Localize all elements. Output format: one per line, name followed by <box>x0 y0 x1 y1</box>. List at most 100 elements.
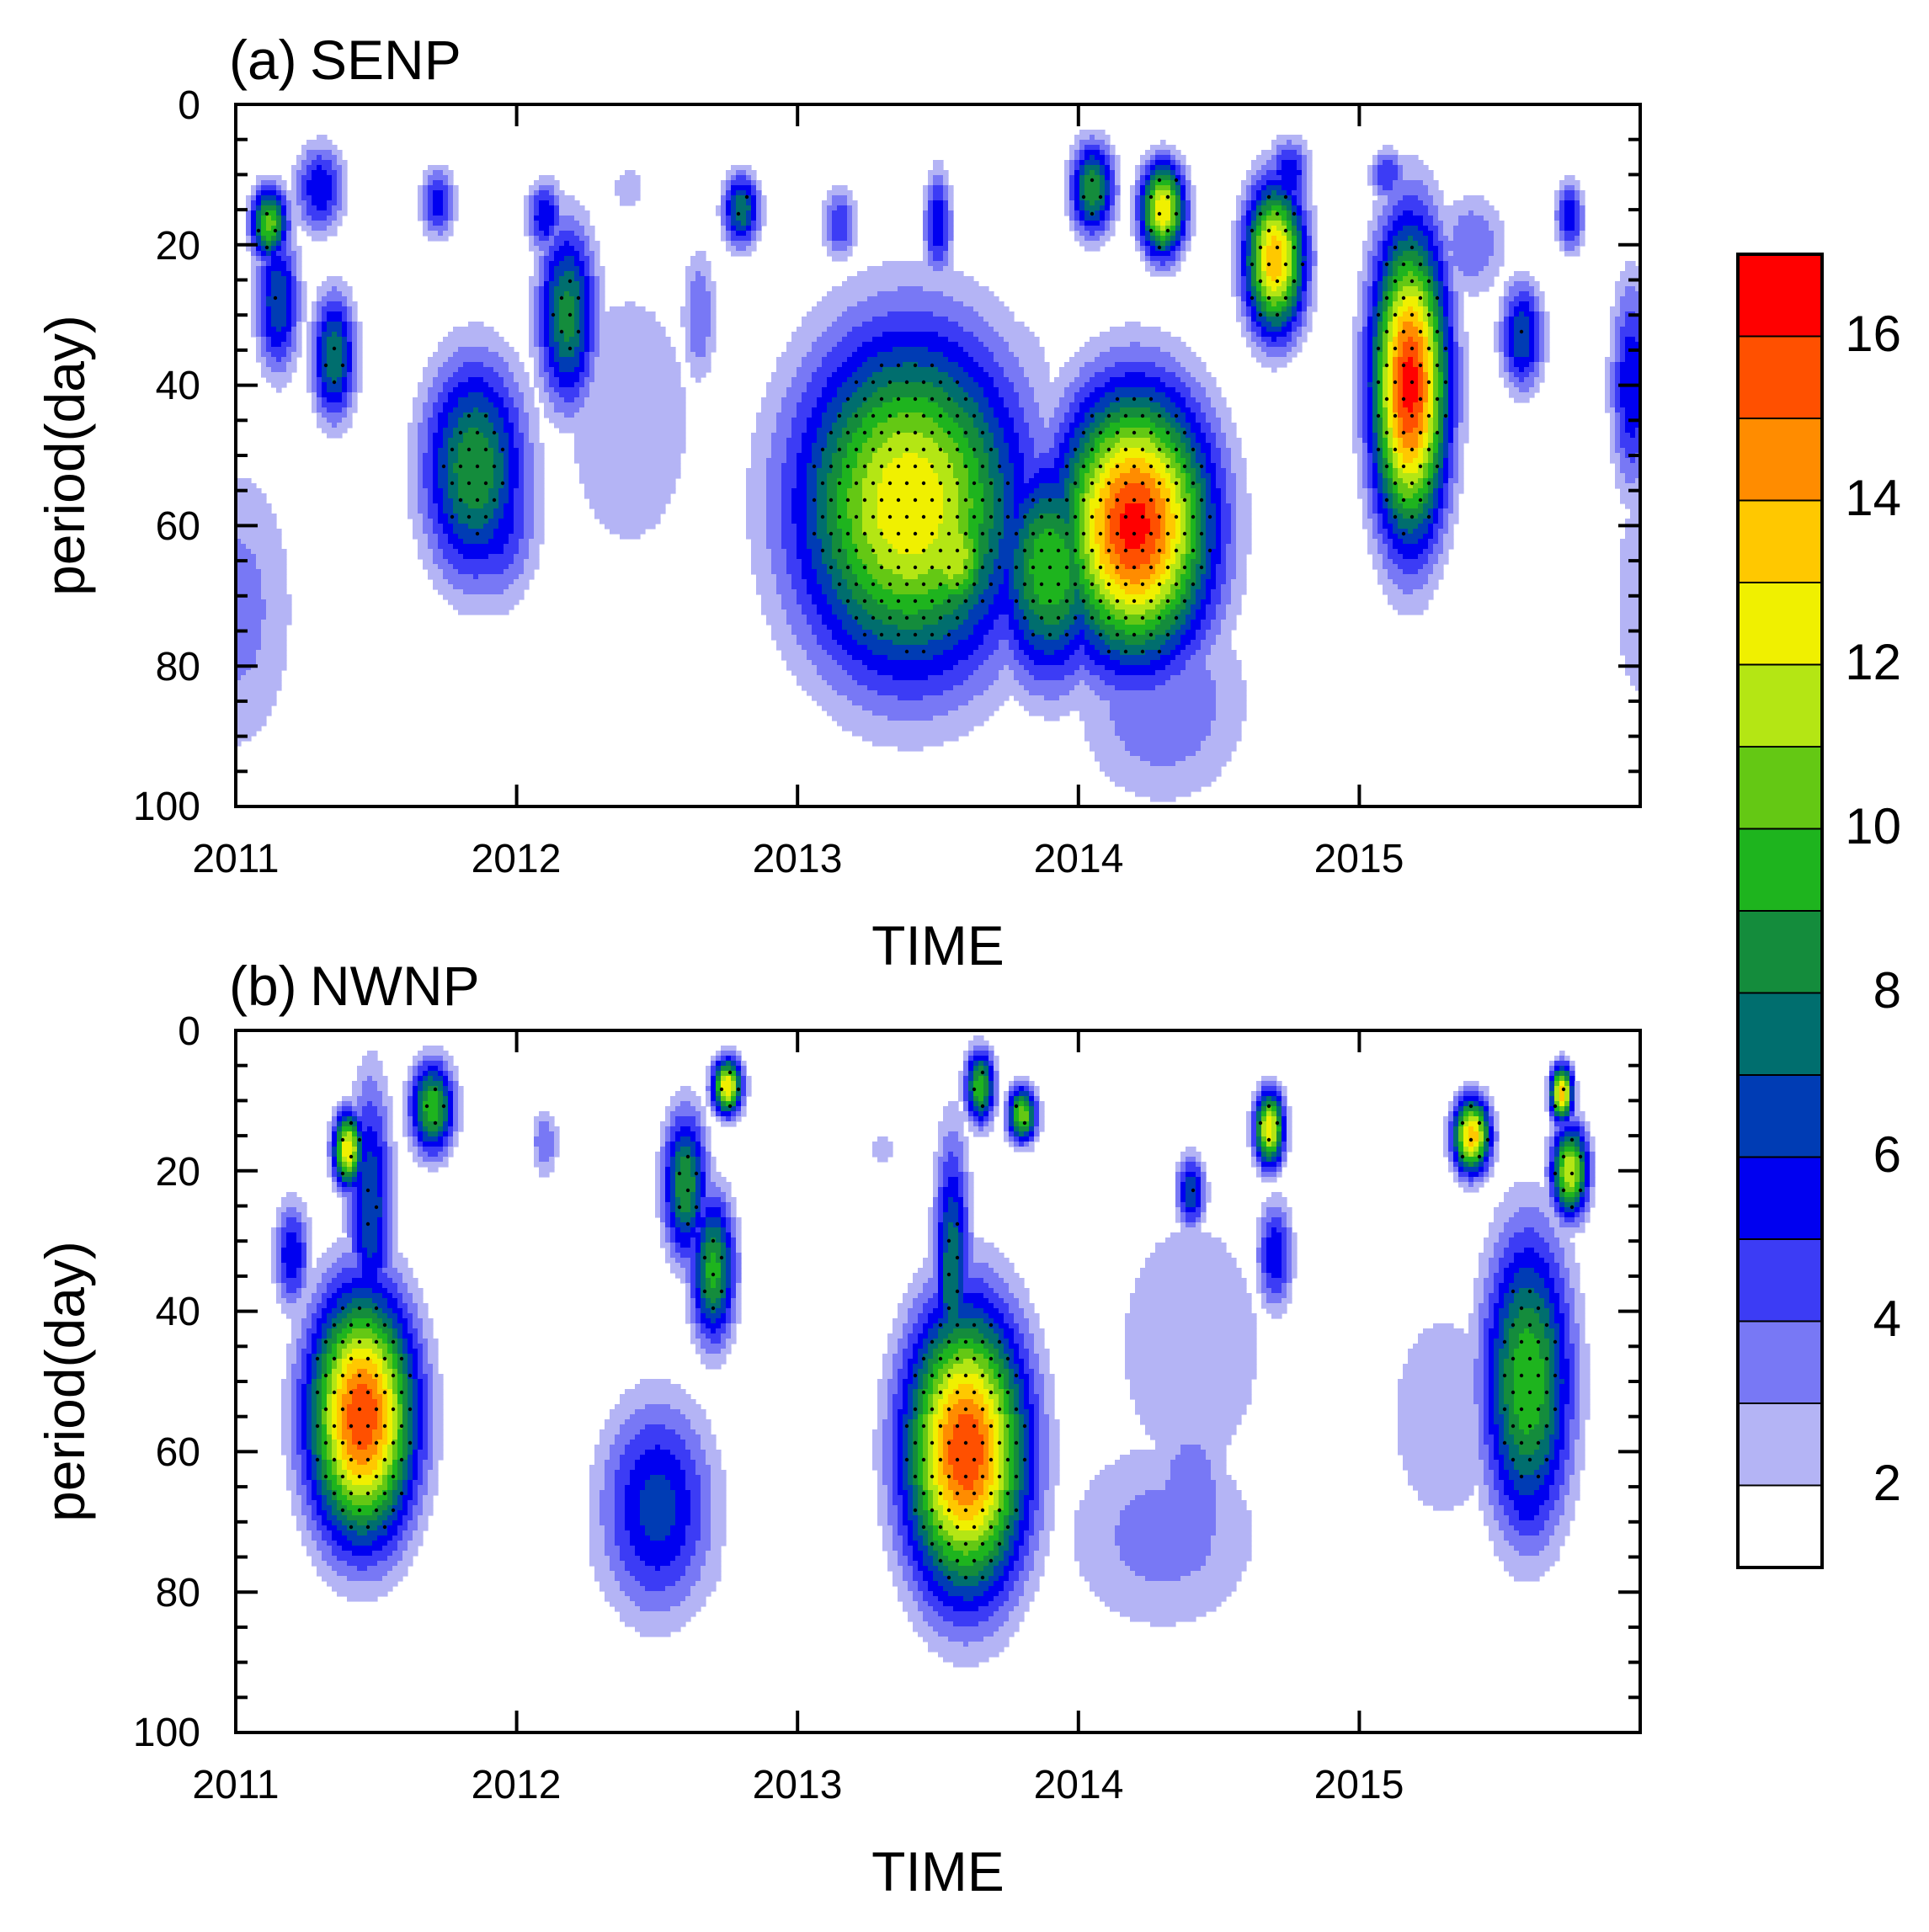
contour-band <box>1095 200 1106 206</box>
contour-band <box>1443 438 1449 444</box>
contour-band <box>1211 397 1227 403</box>
contour-band <box>1453 327 1459 333</box>
contour-band <box>529 221 535 226</box>
contour-band <box>1463 402 1469 408</box>
contour-band <box>1079 205 1085 211</box>
contour-band <box>690 327 711 333</box>
contour-band <box>251 317 257 322</box>
contour-band <box>938 367 964 373</box>
contour-band <box>342 352 348 358</box>
contour-band <box>1519 387 1530 393</box>
contour-band <box>1357 357 1363 363</box>
contour-band <box>1625 448 1640 454</box>
contour-band <box>1287 210 1292 216</box>
contour-band <box>504 478 509 484</box>
contour-band <box>1186 483 1191 489</box>
contour-band <box>711 332 717 338</box>
contour-band <box>797 463 807 469</box>
contour-band <box>1388 397 1393 403</box>
contour-band <box>1115 478 1156 484</box>
contour-band <box>1297 311 1303 317</box>
contour-band <box>276 251 287 257</box>
contour-band <box>1443 488 1449 494</box>
contour-band <box>498 407 509 413</box>
contour-band <box>1372 423 1378 428</box>
contour-band <box>953 438 969 444</box>
contour-band <box>1393 438 1399 444</box>
contour-band <box>1367 473 1373 479</box>
contour-band <box>1180 200 1186 206</box>
contour-band <box>1120 428 1151 434</box>
contour-band <box>579 407 686 413</box>
contour-band <box>534 236 540 242</box>
contour-band <box>483 503 499 509</box>
contour-band <box>519 448 525 454</box>
contour-band <box>1443 276 1449 282</box>
contour-band <box>301 150 307 156</box>
contour-band <box>1287 317 1292 322</box>
contour-band <box>923 286 989 292</box>
contour-band <box>726 241 732 247</box>
contour-band <box>448 397 459 403</box>
contour-band <box>958 322 989 327</box>
contour-band <box>251 236 257 242</box>
contour-band <box>1069 185 1075 191</box>
contour-band <box>1175 155 1186 161</box>
contour-band <box>1615 357 1621 363</box>
contour-band <box>1191 478 1196 484</box>
contour-band <box>1428 266 1434 272</box>
contour-band <box>1191 443 1202 449</box>
contour-band <box>256 332 262 338</box>
contour-band <box>504 473 509 479</box>
contour-band <box>493 453 504 459</box>
contour-band <box>579 473 681 479</box>
contour-band <box>1201 443 1212 449</box>
contour-band <box>1191 407 1202 413</box>
contour-band <box>286 221 292 226</box>
contour-band <box>1302 170 1308 176</box>
contour-band <box>1362 291 1368 297</box>
contour-band <box>1170 190 1176 196</box>
contour-band <box>544 251 550 257</box>
contour-band <box>1403 276 1419 282</box>
contour-band <box>1084 185 1100 191</box>
contour-band <box>1064 175 1070 181</box>
contour-band <box>1302 205 1308 211</box>
contour-band <box>1165 221 1171 226</box>
contour-band <box>1357 418 1363 423</box>
contour-band <box>1292 276 1298 282</box>
contour-band <box>332 286 338 292</box>
contour-band <box>1620 397 1640 403</box>
contour-band <box>1175 387 1191 393</box>
contour-band <box>1388 407 1393 413</box>
contour-band <box>529 276 540 282</box>
contour-band <box>1251 352 1267 358</box>
contour-band <box>781 498 792 504</box>
contour-band <box>408 448 418 454</box>
contour-band <box>1463 347 1469 353</box>
contour-band <box>948 205 954 211</box>
contour-band <box>296 347 302 353</box>
contour-band <box>852 392 873 398</box>
contour-band <box>428 493 434 499</box>
contour-band <box>1135 180 1141 186</box>
contour-band <box>1539 327 1545 333</box>
contour-band <box>1534 377 1545 383</box>
contour-band <box>1241 296 1247 302</box>
contour-band <box>807 503 818 509</box>
contour-band <box>822 412 838 418</box>
contour-band <box>1610 342 1616 348</box>
contour-band <box>1423 407 1429 413</box>
contour-band <box>1115 185 1121 191</box>
contour-band <box>529 231 535 237</box>
contour-band <box>428 428 439 434</box>
contour-band <box>271 337 287 343</box>
contour-band <box>1362 423 1368 428</box>
contour-band <box>807 352 828 358</box>
contour-band <box>736 200 747 206</box>
contour-band <box>1438 266 1444 272</box>
contour-band <box>554 317 560 322</box>
contour-band <box>1186 165 1191 171</box>
contour-band <box>291 226 297 232</box>
contour-band <box>701 271 711 277</box>
